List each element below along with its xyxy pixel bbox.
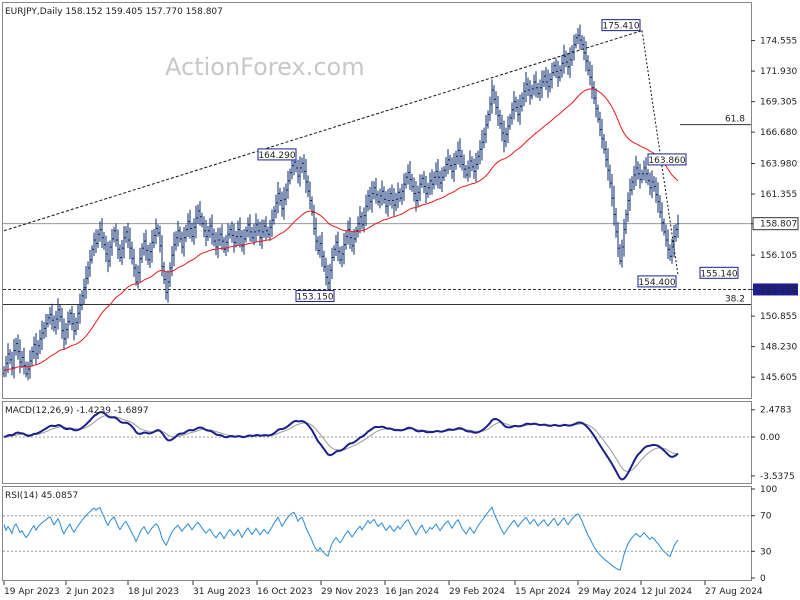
macd-tick-label: 2.4783 [760, 406, 792, 416]
date-tick-label: 16 Jan 2024 [385, 587, 439, 597]
annotation-box [699, 266, 739, 279]
macd-tick-label: 0.00 [760, 433, 780, 443]
date-tick-label: 18 Jul 2023 [128, 587, 179, 597]
rsi-tick-label: 30 [760, 547, 772, 557]
price-tick-label: 166.680 [760, 128, 797, 138]
price-tick-label: 148.230 [760, 343, 797, 353]
price-tick-label: 156.105 [760, 251, 797, 261]
price-tick-label: 153.150 [760, 285, 797, 295]
annotation-label: 163.860 [648, 156, 685, 166]
rsi-tick-label: 0 [760, 574, 766, 584]
macd-line [3, 411, 679, 481]
price-tick-label: 161.355 [760, 190, 797, 200]
support-price-tag [753, 283, 798, 296]
price-tick-label: 171.930 [760, 67, 797, 77]
annotation-label: 164.290 [258, 151, 295, 161]
date-tick-label: 15 Apr 2024 [515, 587, 571, 597]
date-tick-label: 16 Oct 2023 [257, 587, 313, 597]
date-tick-label: 2 Jun 2023 [66, 587, 114, 597]
macd-title: MACD(12,26,9) -1.4239 -1.6897 [5, 406, 149, 416]
rsi-title: RSI(14) 45.0857 [5, 491, 78, 501]
fib-label: 61.8 [725, 115, 745, 125]
price-tick-label: 158.807 [760, 220, 797, 230]
annotation-box [257, 148, 297, 161]
annotation-box [295, 289, 335, 302]
price-tick-label: 150.855 [760, 312, 797, 322]
retracement-line [641, 30, 679, 275]
annotation-box [647, 153, 687, 166]
macd-layer [3, 411, 751, 481]
rsi-tick-label: 100 [760, 485, 777, 495]
price-tick-label: 174.555 [760, 37, 797, 47]
moving-average-line [3, 88, 679, 371]
symbol-label: EURJPY,Daily 158.152 159.405 157.770 158… [5, 7, 223, 17]
macd-panel-border [2, 401, 752, 484]
watermark: ActionForex.com [165, 53, 365, 81]
price-tick-label: 169.305 [760, 98, 797, 108]
annotation-label: 153.150 [296, 292, 333, 302]
annotation-label: 154.400 [638, 278, 675, 288]
date-tick-label: 19 Apr 2023 [4, 587, 60, 597]
annotation-label: 175.410 [602, 22, 639, 32]
rsi-panel-border [2, 486, 752, 581]
date-tick-label: 31 Aug 2023 [193, 587, 251, 597]
date-tick-label: 12 Jul 2024 [641, 587, 692, 597]
price-layer: 175.410 164.290 163.860 154.400 155.140 153.1… [2, 19, 751, 381]
date-tick-label: 27 Aug 2024 [705, 587, 763, 597]
fib-label: 38.2 [725, 294, 745, 304]
annotation-label: 155.140 [700, 269, 737, 279]
date-tick-label: 29 Nov 2023 [321, 587, 379, 597]
date-tick-label: 29 May 2024 [578, 587, 637, 597]
rsi-tick-label: 70 [760, 512, 772, 522]
axes-layer: 174.555 171.930 169.305 166.680 163.980 161.3… [3, 37, 799, 597]
date-tick-label: 29 Feb 2024 [449, 587, 505, 597]
trendline [3, 30, 643, 232]
rsi-line [3, 506, 679, 571]
price-tick-label: 145.605 [760, 373, 797, 383]
price-tick-label: 163.980 [760, 160, 797, 170]
last-price-tag [752, 217, 799, 231]
price-panel-border [2, 2, 752, 399]
rsi-layer [3, 506, 751, 571]
annotation-box [637, 275, 677, 288]
annotation-box [601, 19, 641, 32]
macd-tick-label: -3.5375 [760, 472, 795, 482]
